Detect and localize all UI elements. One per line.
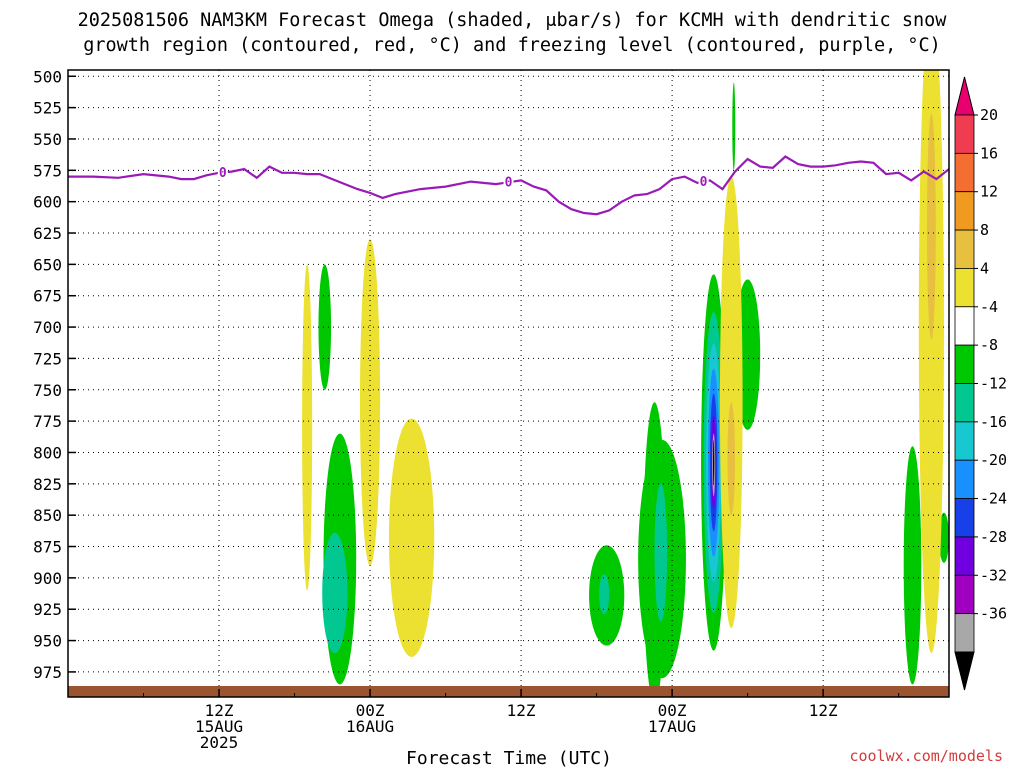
x-tick-label-3-1: 17AUG [648, 717, 696, 736]
colorbar-segment-4 [954, 229, 975, 269]
colorbar-segment-3 [954, 191, 975, 231]
gridlines [68, 70, 949, 697]
y-axis: 500 525 550 575 600 625 650 675 700 725 750 775 800 8… [33, 67, 76, 682]
omega-region-4 [643, 402, 666, 697]
colorbar-top-arrow [954, 76, 975, 116]
omega-region-22 [302, 264, 313, 591]
colorbar-label--28: -28 [980, 528, 1007, 546]
colorbar-label--36: -36 [980, 605, 1007, 623]
x-tick-label-0-1: 15AUG [195, 717, 243, 736]
colorbar-segment-6 [954, 306, 975, 346]
colorbar-segment-1 [954, 114, 975, 154]
y-tick-label-750: 750 [33, 381, 62, 400]
colorbar-label-16: 16 [980, 144, 998, 162]
freezing-level-label-1: 0 [505, 176, 513, 191]
colorbar-segment-8 [954, 383, 975, 423]
omega-region-26 [926, 113, 936, 340]
chart-title-line2: growth region (contoured, red, °C) and f… [83, 35, 941, 56]
credit-text: coolwx.com/models [849, 747, 1003, 765]
y-tick-label-600: 600 [33, 193, 62, 212]
colorbar-label-12: 12 [980, 183, 998, 201]
colorbar-label--12: -12 [980, 375, 1007, 393]
colorbar-segment-10 [954, 459, 975, 499]
colorbar-segment-5 [954, 268, 975, 308]
y-tick-label-825: 825 [33, 475, 62, 494]
x-tick-label-2-0: 12Z [507, 701, 536, 720]
colorbar-label--8: -8 [980, 336, 998, 354]
freezing-level-label-0: 0 [219, 166, 227, 181]
y-tick-label-650: 650 [33, 255, 62, 274]
colorbar-label--24: -24 [980, 490, 1007, 508]
colorbar-segment-14 [954, 613, 975, 653]
x-tick-label-1-0: 00Z [356, 701, 385, 720]
y-tick-label-925: 925 [33, 600, 62, 619]
x-tick-label-0-2: 2025 [200, 733, 239, 752]
y-tick-label-500: 500 [33, 67, 62, 86]
x-tick-label-4-0: 12Z [809, 701, 838, 720]
omega-region-17 [903, 446, 922, 685]
omega-region-19 [732, 82, 736, 171]
colorbar-segment-12 [954, 536, 975, 576]
omega-region-18 [938, 512, 949, 563]
y-tick-label-550: 550 [33, 130, 62, 149]
y-tick-label-700: 700 [33, 318, 62, 337]
omega-shading [302, 70, 949, 697]
colorbar-label--32: -32 [980, 566, 1007, 584]
omega-region-21 [359, 239, 381, 566]
omega-region-7 [599, 574, 610, 615]
y-tick-label-625: 625 [33, 224, 62, 243]
colorbar-label--16: -16 [980, 413, 1007, 431]
colorbar-segment-2 [954, 152, 975, 193]
y-tick-label-575: 575 [33, 161, 62, 180]
colorbar-label-20: 20 [980, 106, 998, 124]
plot-frame [67, 69, 950, 698]
y-tick-label-850: 850 [33, 506, 62, 525]
colorbar-bottom-arrow [954, 651, 975, 691]
colorbar-label-4: 4 [980, 259, 989, 277]
x-axis-label: Forecast Time (UTC) [406, 748, 612, 768]
colorbar-label-8: 8 [980, 221, 989, 239]
colorbar-segment-11 [954, 498, 975, 538]
colorbar: 20 16 12 8 4 -4 -8 -12 -16 -20 -24 -28 -32 -36 [954, 76, 1007, 691]
colorbar-label--20: -20 [980, 451, 1007, 469]
y-tick-label-525: 525 [33, 99, 62, 118]
ground-surface [68, 686, 949, 697]
y-tick-label-975: 975 [33, 663, 62, 682]
omega-region-2 [318, 264, 332, 390]
x-tick-label-0-0: 12Z [205, 701, 234, 720]
x-tick-label-1-1: 16AUG [346, 717, 394, 736]
x-tick-label-3-0: 00Z [658, 701, 687, 720]
freezing-label-bg-1 [503, 174, 514, 189]
colorbar-segment-7 [954, 344, 975, 384]
chart-title-line1: 2025081506 NAM3KM Forecast Omega (shaded… [78, 10, 948, 31]
y-tick-label-675: 675 [33, 287, 62, 306]
omega-region-25 [918, 70, 944, 654]
colorbar-label--4: -4 [980, 298, 998, 316]
plot-background [68, 70, 949, 697]
omega-region-24 [727, 402, 736, 516]
omega-region-15 [713, 439, 715, 486]
freezing-level-label-2: 0 [700, 175, 708, 190]
y-tick-label-800: 800 [33, 443, 62, 462]
freezing-label-bg-2 [698, 173, 709, 188]
omega-region-1 [322, 532, 348, 654]
y-tick-label-775: 775 [33, 412, 62, 431]
y-tick-label-900: 900 [33, 569, 62, 588]
y-tick-label-950: 950 [33, 632, 62, 651]
colorbar-segment-9 [954, 421, 975, 461]
omega-region-20 [388, 418, 435, 657]
freezing-level: 0 0 0 [68, 155, 949, 216]
colorbar-segment-13 [954, 574, 975, 615]
omega-region-5 [654, 483, 668, 622]
freezing-level-line [68, 155, 949, 216]
y-tick-label-875: 875 [33, 538, 62, 557]
y-tick-label-725: 725 [33, 349, 62, 368]
freezing-label-bg-0 [217, 164, 228, 179]
